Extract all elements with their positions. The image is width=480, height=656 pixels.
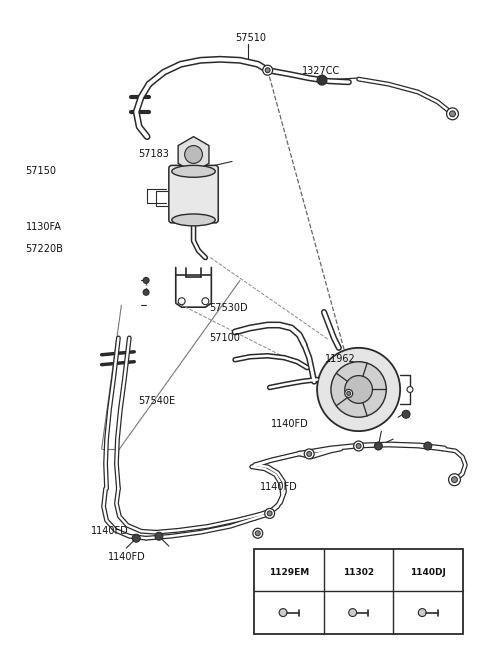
Circle shape [354,441,363,451]
Circle shape [263,65,273,75]
Text: 57150: 57150 [25,165,57,176]
Circle shape [317,348,400,431]
Circle shape [331,361,386,417]
Circle shape [374,442,383,450]
Text: 57510: 57510 [235,33,266,43]
Circle shape [202,298,209,304]
Circle shape [143,289,149,295]
Circle shape [450,111,456,117]
Circle shape [307,451,312,457]
Circle shape [255,531,260,536]
Text: 57220B: 57220B [25,243,63,254]
Text: 1140DJ: 1140DJ [410,568,446,577]
Circle shape [155,532,163,540]
Text: 1140FD: 1140FD [271,419,309,429]
Text: 11962: 11962 [325,354,356,364]
Circle shape [448,474,460,485]
Circle shape [424,442,432,450]
Text: 1140FD: 1140FD [108,552,146,562]
Ellipse shape [172,165,216,177]
Circle shape [132,534,140,542]
Bar [254,549,463,634]
FancyBboxPatch shape [169,165,218,223]
Circle shape [264,508,275,518]
Circle shape [345,390,353,398]
Text: 1327CC: 1327CC [301,66,340,76]
Text: 1129EM: 1129EM [269,568,309,577]
Circle shape [452,477,457,483]
Text: 1140FD: 1140FD [260,482,298,493]
Text: 57530D: 57530D [209,304,248,314]
Text: 57183: 57183 [138,149,169,159]
Circle shape [345,376,372,403]
Circle shape [178,298,185,304]
Circle shape [317,75,327,85]
Text: 1130FA: 1130FA [25,222,61,232]
Circle shape [265,68,270,73]
Circle shape [143,277,149,283]
Ellipse shape [172,214,216,226]
Circle shape [356,443,361,449]
Circle shape [267,511,272,516]
Circle shape [418,609,426,617]
Circle shape [279,609,287,617]
Circle shape [402,410,410,419]
Text: 1140FD: 1140FD [91,526,128,536]
Circle shape [253,528,263,538]
Circle shape [446,108,458,120]
Circle shape [347,392,351,396]
Circle shape [407,386,413,392]
Text: 57100: 57100 [209,333,240,342]
Circle shape [349,609,357,617]
Circle shape [185,146,203,163]
Text: 57540E: 57540E [138,396,175,406]
Circle shape [304,449,314,459]
Text: 11302: 11302 [343,568,374,577]
Polygon shape [178,136,209,173]
